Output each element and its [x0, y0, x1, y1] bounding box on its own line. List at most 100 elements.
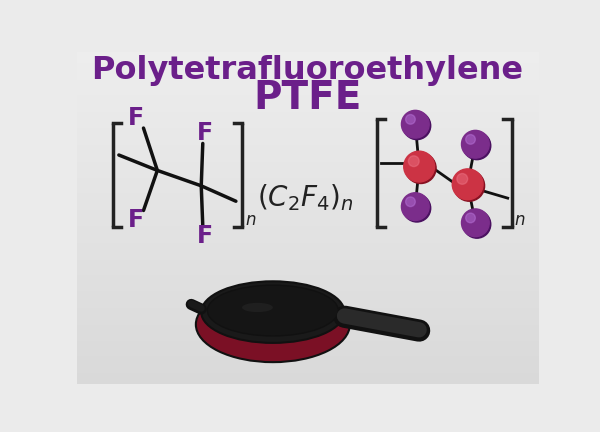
- Bar: [77, 73, 539, 75]
- Bar: [77, 220, 539, 222]
- Bar: [77, 293, 539, 295]
- Bar: [77, 200, 539, 201]
- Bar: [77, 359, 539, 361]
- Circle shape: [404, 151, 434, 182]
- Bar: [77, 98, 539, 100]
- Bar: [77, 85, 539, 87]
- Bar: [77, 210, 539, 212]
- Bar: [77, 213, 539, 215]
- Bar: [77, 296, 539, 298]
- Bar: [77, 77, 539, 79]
- Bar: [77, 321, 539, 323]
- Bar: [77, 375, 539, 376]
- Bar: [77, 118, 539, 120]
- Circle shape: [461, 209, 489, 237]
- Bar: [77, 110, 539, 112]
- Bar: [77, 175, 539, 177]
- Ellipse shape: [208, 285, 338, 336]
- Bar: [77, 69, 539, 70]
- Bar: [77, 366, 539, 368]
- Bar: [77, 302, 539, 303]
- Ellipse shape: [196, 287, 350, 362]
- Bar: [77, 348, 539, 349]
- Bar: [77, 83, 539, 85]
- Circle shape: [457, 174, 467, 184]
- Bar: [77, 305, 539, 306]
- Text: PTFE: PTFE: [253, 79, 362, 117]
- Bar: [77, 115, 539, 117]
- Bar: [77, 142, 539, 143]
- Bar: [77, 345, 539, 346]
- Bar: [77, 127, 539, 128]
- Bar: [77, 158, 539, 160]
- Bar: [77, 318, 539, 320]
- Bar: [77, 60, 539, 62]
- Bar: [77, 152, 539, 153]
- Bar: [77, 67, 539, 69]
- Bar: [77, 328, 539, 330]
- Circle shape: [466, 134, 475, 144]
- Bar: [77, 295, 539, 296]
- Text: F: F: [128, 209, 144, 232]
- Bar: [77, 281, 539, 283]
- Bar: [77, 251, 539, 253]
- Bar: [77, 379, 539, 381]
- Bar: [77, 216, 539, 218]
- Bar: [77, 373, 539, 375]
- Text: F: F: [128, 106, 144, 130]
- Bar: [77, 157, 539, 158]
- Bar: [77, 64, 539, 65]
- Bar: [77, 228, 539, 230]
- Bar: [77, 326, 539, 328]
- Bar: [77, 260, 539, 261]
- Bar: [77, 235, 539, 236]
- Bar: [77, 201, 539, 203]
- Bar: [77, 358, 539, 359]
- Bar: [77, 82, 539, 83]
- Bar: [77, 208, 539, 210]
- Bar: [77, 267, 539, 268]
- Circle shape: [461, 130, 489, 158]
- Bar: [77, 300, 539, 302]
- Bar: [77, 376, 539, 378]
- Bar: [77, 316, 539, 318]
- Circle shape: [454, 170, 485, 201]
- Circle shape: [403, 194, 431, 222]
- Bar: [77, 117, 539, 118]
- Bar: [77, 381, 539, 383]
- Bar: [77, 168, 539, 170]
- Bar: [77, 52, 539, 54]
- Bar: [77, 306, 539, 308]
- Text: Polytetrafluoroethylene: Polytetrafluoroethylene: [91, 55, 523, 86]
- Bar: [77, 338, 539, 340]
- Bar: [77, 145, 539, 146]
- Bar: [77, 92, 539, 93]
- Bar: [77, 351, 539, 353]
- Bar: [77, 218, 539, 220]
- Bar: [77, 57, 539, 58]
- Bar: [77, 146, 539, 148]
- Bar: [77, 191, 539, 193]
- Bar: [77, 143, 539, 145]
- Bar: [77, 331, 539, 333]
- Text: n: n: [245, 212, 256, 229]
- Circle shape: [405, 152, 436, 184]
- Bar: [77, 62, 539, 64]
- Bar: [77, 226, 539, 228]
- Bar: [77, 250, 539, 251]
- Bar: [77, 263, 539, 265]
- Bar: [77, 271, 539, 273]
- Bar: [77, 120, 539, 122]
- Bar: [77, 167, 539, 168]
- Bar: [77, 368, 539, 369]
- Bar: [77, 330, 539, 331]
- Bar: [77, 303, 539, 305]
- Bar: [77, 187, 539, 188]
- Bar: [77, 268, 539, 270]
- Bar: [77, 238, 539, 240]
- Bar: [77, 333, 539, 334]
- Bar: [77, 355, 539, 356]
- Bar: [77, 203, 539, 205]
- Circle shape: [452, 169, 483, 200]
- Bar: [77, 133, 539, 135]
